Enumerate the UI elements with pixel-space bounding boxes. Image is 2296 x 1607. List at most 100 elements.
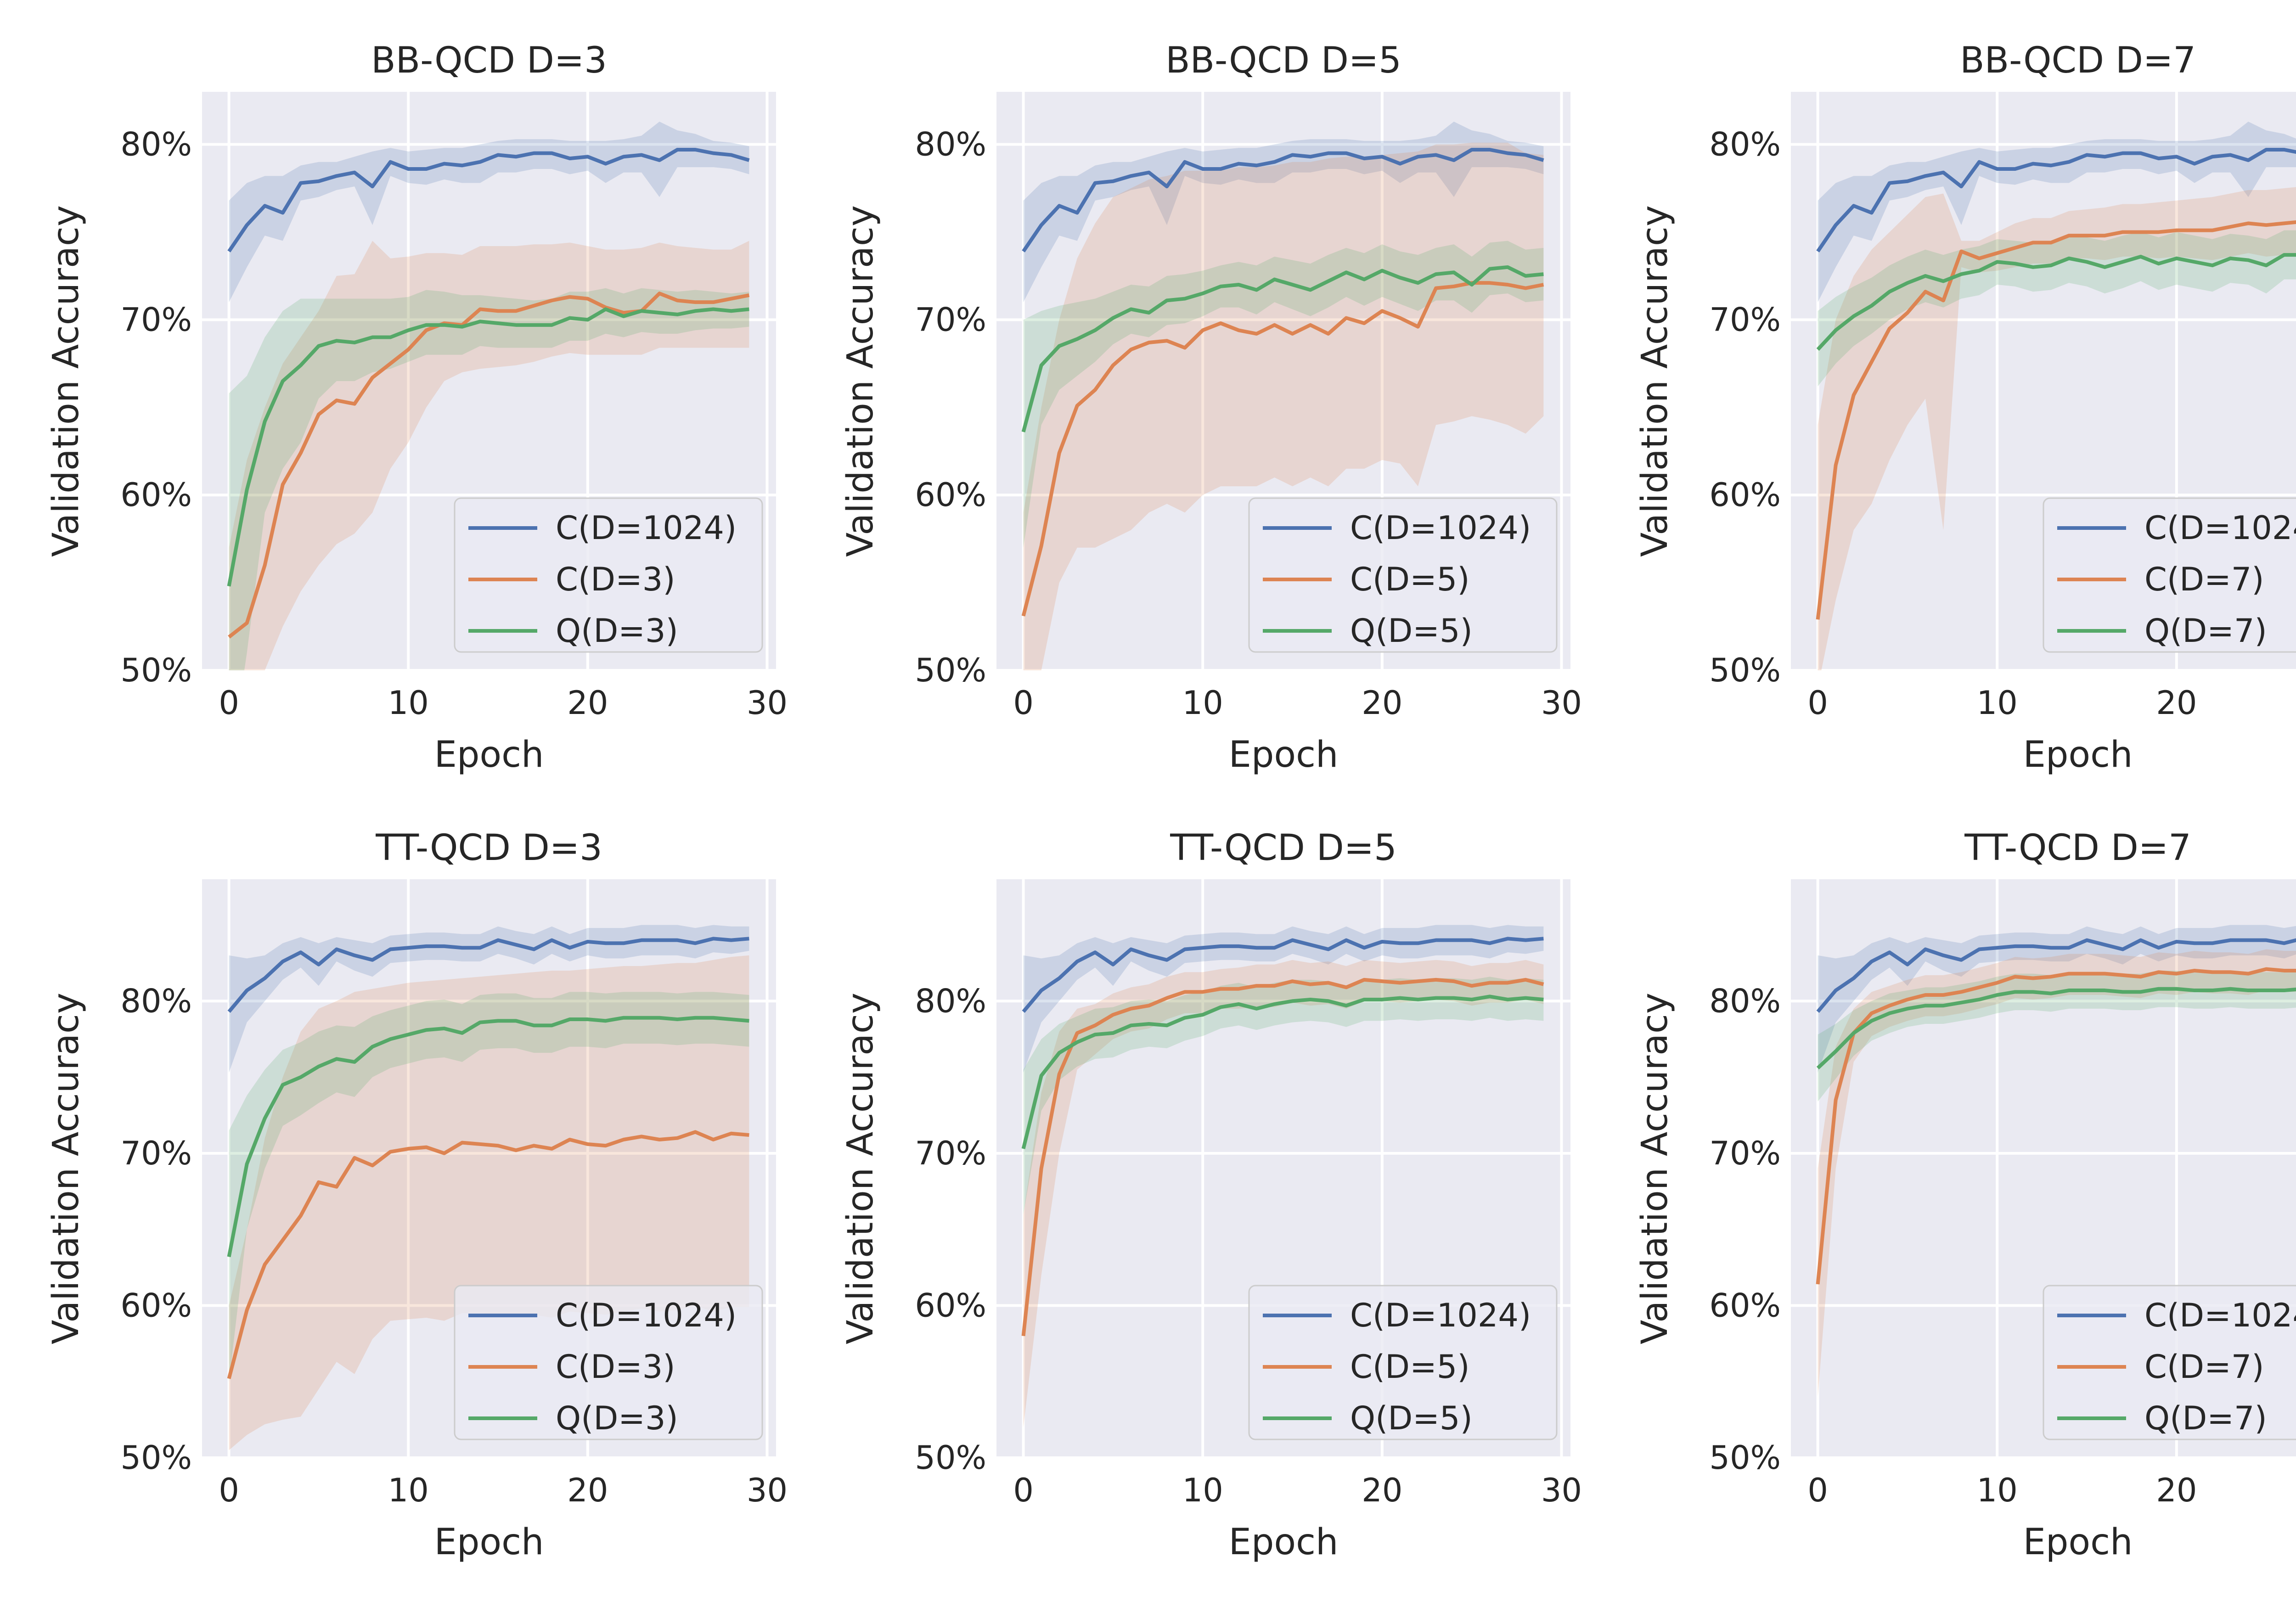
chart-title: TT-QCD D=5 bbox=[1170, 827, 1397, 869]
y-tick-label: 80% bbox=[915, 126, 986, 163]
legend-label-3: Q(D=3) bbox=[556, 612, 678, 650]
y-tick-label: 60% bbox=[1709, 476, 1781, 514]
series-line-1 bbox=[1816, 148, 2296, 253]
x-tick-label: 30 bbox=[747, 684, 788, 722]
x-axis-label: Epoch bbox=[1229, 734, 1339, 775]
y-tick-label: 70% bbox=[915, 1135, 986, 1172]
x-tick-label: 20 bbox=[2156, 684, 2197, 722]
x-axis-label: Epoch bbox=[434, 734, 544, 775]
legend-label-1: C(D=1024) bbox=[1350, 509, 1531, 547]
y-tick-label: 70% bbox=[120, 1135, 192, 1172]
series-line-3 bbox=[1816, 253, 2296, 351]
x-axis-label: Epoch bbox=[2023, 734, 2133, 775]
x-tick-label: 10 bbox=[388, 1472, 429, 1509]
series-line-1 bbox=[227, 148, 750, 253]
legend-label-2: C(D=5) bbox=[1350, 561, 1470, 598]
legend: C(D=1024) C(D=7) Q(D=7) bbox=[2043, 1285, 2296, 1440]
series-line-1 bbox=[1022, 937, 1544, 1013]
y-tick-label: 50% bbox=[1709, 652, 1781, 689]
legend-label-3: Q(D=3) bbox=[556, 1399, 678, 1437]
confidence-band-2 bbox=[229, 955, 749, 1450]
y-axis-label: Validation Accuracy bbox=[840, 993, 881, 1344]
y-axis-label: Validation Accuracy bbox=[1634, 205, 1676, 557]
y-axis-label: Validation Accuracy bbox=[45, 993, 87, 1344]
plot-area bbox=[1816, 925, 2296, 1397]
y-tick-label: 60% bbox=[120, 476, 192, 514]
series-line-3 bbox=[1021, 995, 1544, 1149]
series-line-3 bbox=[227, 1016, 749, 1258]
x-tick-label: 10 bbox=[1182, 1472, 1223, 1509]
legend-label-1: C(D=1024) bbox=[1350, 1297, 1531, 1334]
legend-label-1: C(D=1024) bbox=[556, 1297, 737, 1334]
plot-area bbox=[1021, 121, 1544, 670]
legend-label-3: Q(D=5) bbox=[1350, 612, 1473, 650]
y-tick-label: 50% bbox=[915, 1439, 986, 1477]
y-tick-label: 70% bbox=[120, 301, 192, 338]
legend: C(D=1024) C(D=7) Q(D=7) bbox=[2043, 497, 2296, 653]
legend-label-3: Q(D=7) bbox=[2144, 612, 2267, 650]
x-tick-label: 20 bbox=[567, 1472, 608, 1509]
legend-frame bbox=[2043, 497, 2296, 653]
y-tick-label: 60% bbox=[915, 1287, 986, 1324]
x-tick-label: 20 bbox=[1362, 684, 1402, 722]
confidence-band-1 bbox=[1023, 925, 1544, 1073]
series-line-1 bbox=[1022, 148, 1544, 253]
legend: C(D=1024) C(D=5) Q(D=5) bbox=[1248, 1285, 1558, 1440]
y-tick-label: 60% bbox=[120, 1287, 192, 1324]
chart-title: BB-QCD D=5 bbox=[1165, 40, 1401, 81]
legend-frame bbox=[2043, 1285, 2296, 1440]
chart-panel-2: 0 10 20 30 50% 60% 70% 80% BB-QCD D=5 Epoch Valida… bbox=[840, 40, 1582, 775]
x-tick-label: 20 bbox=[1362, 1472, 1402, 1509]
y-axis-label: Validation Accuracy bbox=[45, 205, 87, 557]
series-line-2 bbox=[1021, 978, 1544, 1337]
series-line-2 bbox=[228, 292, 750, 639]
y-tick-label: 60% bbox=[1709, 1287, 1781, 1324]
y-tick-label: 50% bbox=[1709, 1439, 1781, 1477]
y-tick-label: 70% bbox=[915, 301, 986, 338]
x-tick-label: 0 bbox=[219, 684, 239, 722]
series-line-1 bbox=[1816, 938, 2296, 1013]
legend-label-2: C(D=3) bbox=[556, 561, 675, 598]
legend: C(D=1024) C(D=5) Q(D=5) bbox=[1248, 497, 1558, 653]
x-axis-label: Epoch bbox=[434, 1522, 544, 1563]
y-tick-label: 70% bbox=[1709, 1135, 1781, 1172]
confidence-band-1 bbox=[1023, 121, 1544, 303]
legend-label-1: C(D=1024) bbox=[2144, 1297, 2296, 1334]
x-tick-label: 20 bbox=[567, 684, 608, 722]
x-tick-label: 0 bbox=[219, 1472, 239, 1509]
x-tick-label: 10 bbox=[388, 684, 429, 722]
chart-panel-4: 0 10 20 30 50% 60% 70% 80% TT-QCD D=3 Epoch Valida… bbox=[45, 827, 788, 1563]
legend-label-1: C(D=1024) bbox=[2144, 509, 2296, 547]
confidence-band-3 bbox=[1818, 230, 2296, 387]
series-line-2 bbox=[1816, 220, 2296, 620]
legend-label-1: C(D=1024) bbox=[556, 509, 737, 547]
x-tick-label: 30 bbox=[1541, 684, 1582, 722]
series-line-2 bbox=[1021, 281, 1544, 617]
confidence-band-2 bbox=[1818, 949, 2296, 1397]
y-tick-label: 80% bbox=[1709, 126, 1781, 163]
confidence-band-3 bbox=[1818, 970, 2296, 1102]
legend-label-2: C(D=7) bbox=[2144, 561, 2264, 598]
legend-label-2: C(D=3) bbox=[556, 1348, 675, 1386]
legend-frame bbox=[454, 1285, 763, 1440]
legend-label-2: C(D=5) bbox=[1350, 1348, 1470, 1386]
x-tick-label: 0 bbox=[1807, 1472, 1828, 1509]
confidence-band-2 bbox=[1818, 187, 2296, 670]
y-tick-label: 80% bbox=[120, 982, 192, 1020]
plot-area bbox=[227, 121, 750, 670]
y-tick-label: 80% bbox=[120, 126, 192, 163]
legend-frame bbox=[1248, 1285, 1558, 1440]
confidence-band-1 bbox=[1818, 925, 2296, 1073]
x-tick-label: 0 bbox=[1013, 1472, 1034, 1509]
series-line-2 bbox=[227, 1130, 749, 1379]
x-tick-label: 20 bbox=[2156, 1472, 2197, 1509]
y-axis-label: Validation Accuracy bbox=[840, 205, 881, 557]
chart-title: TT-QCD D=3 bbox=[375, 827, 602, 869]
confidence-band-2 bbox=[1023, 142, 1544, 670]
confidence-band-3 bbox=[1023, 241, 1544, 548]
chart-title: TT-QCD D=7 bbox=[1964, 827, 2191, 869]
y-tick-label: 70% bbox=[1709, 301, 1781, 338]
